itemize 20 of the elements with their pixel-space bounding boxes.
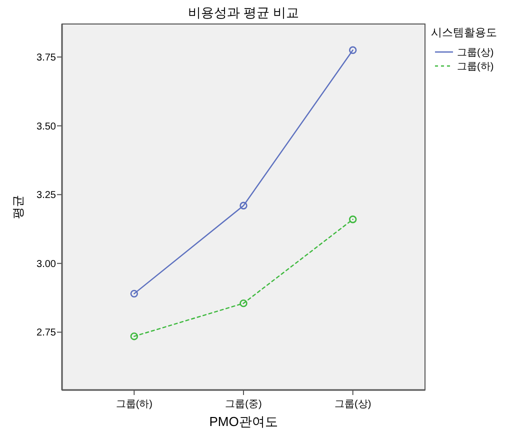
point — [130, 332, 138, 340]
y-tick-label: 3.75 — [36, 52, 56, 64]
point — [130, 290, 138, 298]
legend-title: 시스템활용도 — [431, 27, 497, 39]
legend-label: 그룹(하) — [457, 62, 494, 72]
point — [240, 202, 248, 210]
point — [240, 299, 248, 308]
y-tick-label: 3.00 — [36, 258, 56, 270]
x-axis-title: PMO관여도 — [209, 414, 278, 429]
point — [348, 46, 357, 54]
point — [348, 216, 357, 224]
y-tick-label: 3.50 — [36, 121, 56, 132]
x-tick-label: 그룹(하) — [116, 399, 152, 410]
chart-title: 비용성과 평균 비교 — [188, 5, 300, 20]
x-tick-label: 그룹(중) — [225, 399, 262, 410]
x-tick-label: 그룹(상) — [334, 399, 372, 410]
y-tick-label: 3.25 — [36, 190, 56, 202]
y-axis-title: 평균 — [11, 195, 25, 219]
y-tick-label: 2.75 — [36, 328, 56, 339]
legend-label: 그룹(상) — [457, 48, 494, 58]
